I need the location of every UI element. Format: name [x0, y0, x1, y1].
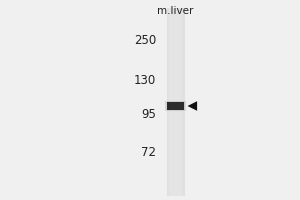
Text: 95: 95	[141, 108, 156, 121]
Text: 72: 72	[141, 146, 156, 160]
Text: m.liver: m.liver	[157, 6, 194, 16]
Bar	[165, 101, 186, 111]
Text: 130: 130	[134, 73, 156, 86]
Bar	[169, 8, 182, 196]
Text: 250: 250	[134, 33, 156, 46]
Polygon shape	[188, 101, 197, 111]
Bar	[167, 8, 184, 196]
Bar	[167, 102, 184, 110]
